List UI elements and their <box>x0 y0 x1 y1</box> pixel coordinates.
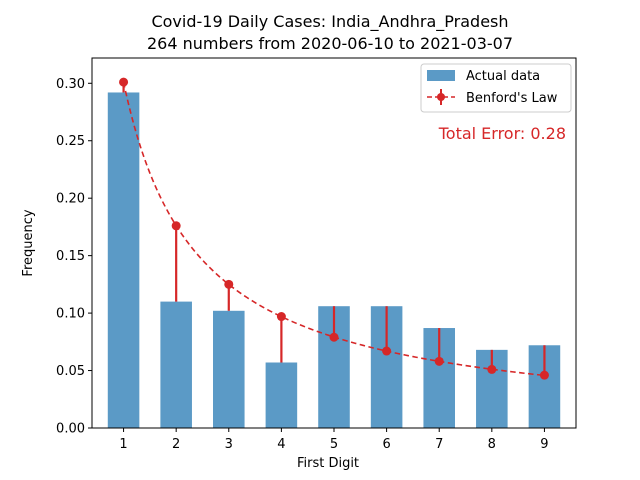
y-axis-label: Frequency <box>21 209 36 276</box>
x-tick-label-1: 1 <box>119 437 127 452</box>
x-axis-label: First Digit <box>297 456 359 471</box>
legend-label-benford: Benford's Law <box>466 91 558 106</box>
benford-marker-digit-6 <box>382 346 392 356</box>
chart-title: Covid-19 Daily Cases: India_Andhra_Prade… <box>151 12 508 32</box>
bar-digit-2 <box>160 301 192 428</box>
bars-layer <box>107 92 561 428</box>
x-tick-label-8: 8 <box>488 437 496 452</box>
y-axis: 0.00 0.05 0.10 0.15 0.20 0.25 0.30 <box>56 77 92 437</box>
x-tick-label-2: 2 <box>172 437 180 452</box>
benford-line-layer <box>119 77 549 380</box>
benford-marker-digit-3 <box>224 279 234 289</box>
legend: Actual data Benford's Law <box>420 63 572 113</box>
legend-swatch-benford-marker <box>437 93 445 101</box>
legend-label-actual: Actual data <box>466 69 540 84</box>
x-tick-label-7: 7 <box>435 437 443 452</box>
error-lines-layer <box>122 82 546 376</box>
y-tick-label-6: 0.30 <box>56 77 85 92</box>
y-tick-label-2: 0.10 <box>56 307 85 322</box>
benford-marker-digit-8 <box>487 364 497 374</box>
benford-marker-digit-7 <box>434 356 444 366</box>
benford-marker-digit-4 <box>276 312 286 322</box>
benford-marker-digit-9 <box>539 370 549 380</box>
benford-marker-digit-1 <box>119 77 129 87</box>
x-tick-label-3: 3 <box>225 437 233 452</box>
y-tick-label-5: 0.25 <box>56 134 85 149</box>
legend-swatch-actual <box>427 70 455 81</box>
x-tick-label-5: 5 <box>330 437 338 452</box>
x-tick-label-9: 9 <box>540 437 548 452</box>
legend-box <box>420 63 572 113</box>
total-error-annotation: Total Error: 0.28 <box>438 124 566 143</box>
y-tick-label-4: 0.20 <box>56 192 85 207</box>
x-tick-label-4: 4 <box>277 437 285 452</box>
benford-marker-digit-2 <box>171 221 181 231</box>
x-axis: 1 2 3 4 5 6 7 8 9 <box>119 428 549 452</box>
x-tick-label-6: 6 <box>382 437 390 452</box>
chart-subtitle: 264 numbers from 2020-06-10 to 2021-03-0… <box>147 34 513 53</box>
bar-digit-1 <box>107 92 140 428</box>
bar-digit-4 <box>265 362 298 428</box>
benford-marker-digit-5 <box>329 332 339 342</box>
bar-digit-3 <box>213 310 245 428</box>
y-tick-label-0: 0.00 <box>56 422 85 437</box>
y-tick-label-1: 0.05 <box>56 364 85 379</box>
y-tick-label-3: 0.15 <box>56 249 85 264</box>
